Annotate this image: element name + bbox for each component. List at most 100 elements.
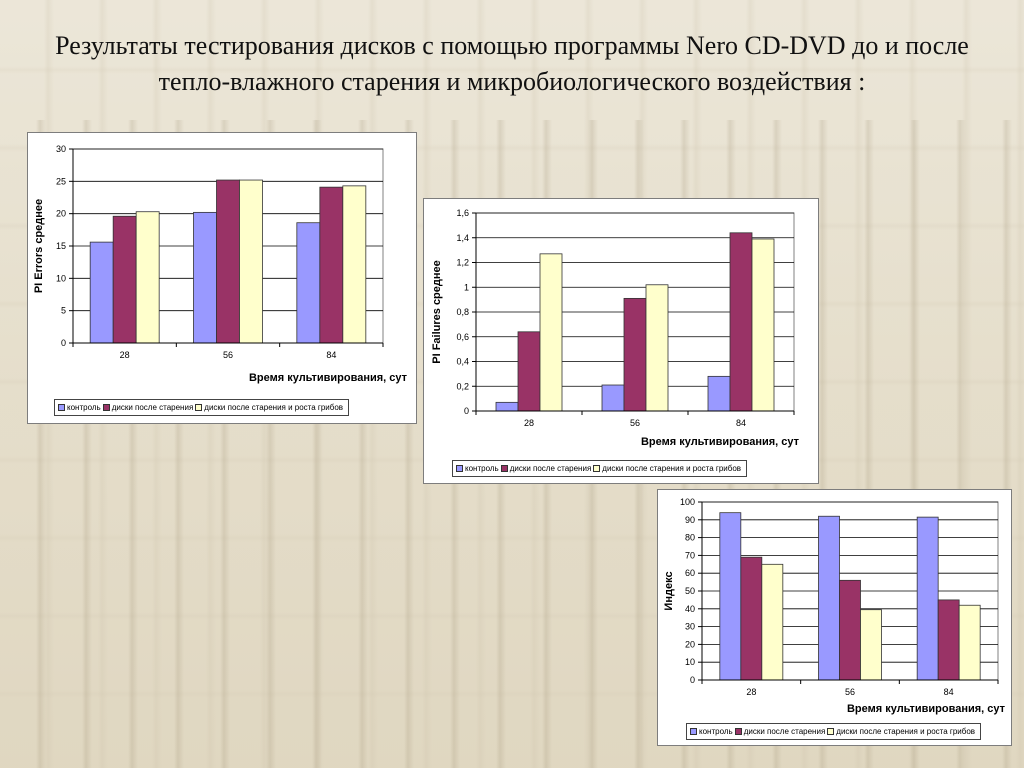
x-axis-title: Время культивирования, сут	[249, 372, 408, 384]
legend-item-control: контроль	[690, 727, 733, 736]
y-tick-label: 5	[61, 306, 66, 316]
bar	[860, 609, 882, 681]
y-tick-label: 1,6	[456, 208, 469, 218]
y-tick-label: 10	[56, 273, 66, 283]
y-axis-title: PI Failures среднее	[431, 260, 443, 364]
y-tick-label: 100	[680, 497, 695, 507]
bar	[112, 215, 137, 344]
x-tick-label: 28	[746, 687, 756, 697]
x-tick-label: 84	[736, 418, 746, 428]
legend-swatch-control	[58, 404, 65, 411]
slide-title: Результаты тестирования дисков с помощью…	[55, 31, 969, 96]
legend-item-control: контроль	[456, 464, 499, 473]
chart-index-legend: контроль диски после старения диски посл…	[686, 723, 982, 740]
chart-pi-failures-legend: контроль диски после старения диски посл…	[452, 460, 748, 477]
chart-index-svg: 0 10 20 30 40 50 60 70 80 90 100 28 56 84 Индекс Время …	[663, 497, 1006, 715]
legend-item-control: контроль	[58, 403, 101, 412]
chart-index: 0 10 20 30 40 50 60 70 80 90 100 28 56 84 Индекс Время …	[657, 489, 1012, 746]
legend-swatch-aged	[102, 404, 110, 411]
legend-item-aged: диски после старения	[102, 403, 194, 412]
bar	[539, 253, 563, 412]
legend-label: диски после старения	[509, 464, 592, 473]
bar	[135, 211, 160, 344]
legend-item-aged-fungi: диски после старения и роста грибов	[593, 464, 741, 473]
bar	[495, 401, 519, 412]
bar	[193, 211, 217, 344]
y-tick-label: 15	[56, 241, 66, 251]
bar	[216, 179, 240, 344]
bar	[342, 185, 367, 344]
legend-item-aged: диски после старения	[734, 727, 826, 736]
chart-pi-errors-svg: 0 5 10 15 20 25 30 28 56 84 PI Errors среднее Время…	[33, 144, 408, 384]
legend-item-aged-fungi: диски после старения и роста грибов	[827, 727, 975, 736]
y-tick-label: 10	[685, 657, 695, 667]
y-tick-label: 80	[685, 533, 695, 543]
bar	[645, 284, 669, 412]
legend-label: контроль	[699, 727, 733, 736]
y-axis-title: Индекс	[663, 571, 675, 610]
y-tick-label: 30	[685, 622, 695, 632]
y-tick-label: 90	[685, 515, 695, 525]
y-tick-label: 50	[685, 586, 695, 596]
y-tick-label: 25	[56, 176, 66, 186]
legend-label: диски после старения и роста грибов	[602, 464, 742, 473]
x-tick-label: 28	[120, 350, 130, 360]
x-tick-label: 28	[524, 418, 534, 428]
bar	[740, 556, 763, 681]
bar	[937, 599, 960, 681]
bar	[818, 515, 840, 681]
y-tick-label: 40	[685, 604, 695, 614]
legend-swatch-aged-fungi	[827, 728, 835, 735]
y-tick-label: 30	[56, 144, 66, 154]
bar	[751, 238, 775, 412]
y-tick-label: 0,6	[456, 332, 469, 342]
y-tick-label: 0	[464, 406, 469, 416]
y-tick-label: 1,4	[456, 233, 469, 243]
legend-item-aged: диски после старения	[500, 464, 592, 473]
bar	[916, 516, 939, 681]
y-axis-title: PI Errors среднее	[33, 199, 45, 293]
chart-pi-errors-legend: контроль диски после старения диски посл…	[54, 399, 350, 416]
x-tick-label: 56	[630, 418, 640, 428]
legend-swatch-control	[456, 465, 463, 472]
y-tick-label: 1	[464, 282, 469, 292]
bar	[319, 186, 344, 344]
x-tick-label: 56	[845, 687, 855, 697]
bar	[89, 241, 114, 344]
legend-swatch-aged	[500, 465, 508, 472]
legend-label: диски после старения и роста грибов	[204, 403, 344, 412]
bar	[719, 512, 742, 681]
y-tick-label: 20	[685, 639, 695, 649]
bar	[958, 604, 981, 681]
bar	[239, 179, 263, 344]
bar	[707, 375, 731, 412]
x-axis-title: Время культивирования, сут	[847, 703, 1006, 715]
y-tick-label: 1,2	[456, 258, 469, 268]
bar	[839, 579, 861, 681]
legend-label: диски после старения и роста грибов	[836, 727, 976, 736]
chart-pi-failures-svg: 0 0,2 0,4 0,6 0,8 1 1,2 1,4 1,6 28 56 84 PI Failures…	[431, 208, 800, 448]
chart-pi-errors: 0 5 10 15 20 25 30 28 56 84 PI Errors среднее Время…	[27, 132, 417, 424]
legend-label: диски после старения	[743, 727, 826, 736]
legend-label: контроль	[465, 464, 499, 473]
bar	[601, 384, 625, 412]
x-tick-label: 84	[326, 350, 336, 360]
x-axis-title: Время культивирования, сут	[641, 436, 800, 448]
legend-label: диски после старения	[111, 403, 194, 412]
legend-swatch-aged	[734, 728, 742, 735]
y-tick-label: 70	[685, 550, 695, 560]
bar	[623, 297, 647, 412]
bar	[761, 563, 784, 681]
y-tick-label: 0,2	[456, 381, 469, 391]
chart-pi-failures: 0 0,2 0,4 0,6 0,8 1 1,2 1,4 1,6 28 56 84 PI Failures…	[423, 198, 819, 484]
legend-swatch-control	[690, 728, 697, 735]
legend-item-aged-fungi: диски после старения и роста грибов	[195, 403, 343, 412]
bar	[517, 331, 541, 412]
y-tick-label: 0	[690, 675, 695, 685]
y-tick-label: 0	[61, 338, 66, 348]
y-tick-label: 0,4	[456, 357, 469, 367]
y-tick-label: 20	[56, 209, 66, 219]
bar	[729, 232, 753, 412]
x-tick-label: 56	[223, 350, 233, 360]
legend-swatch-aged-fungi	[593, 465, 601, 472]
